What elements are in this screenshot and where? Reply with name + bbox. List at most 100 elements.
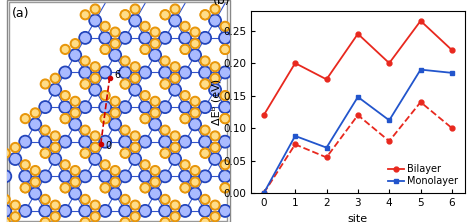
Circle shape (150, 27, 160, 37)
Circle shape (199, 101, 211, 113)
Circle shape (212, 214, 218, 220)
Circle shape (199, 170, 211, 182)
Circle shape (179, 101, 191, 113)
Circle shape (10, 212, 20, 222)
Circle shape (189, 118, 201, 131)
Circle shape (182, 116, 188, 121)
Circle shape (82, 220, 88, 222)
Circle shape (121, 206, 129, 215)
Circle shape (91, 85, 100, 94)
Circle shape (119, 66, 131, 79)
Circle shape (152, 168, 158, 173)
Circle shape (80, 79, 90, 89)
Circle shape (30, 166, 40, 175)
Circle shape (180, 91, 190, 100)
Circle shape (63, 185, 68, 191)
Circle shape (161, 206, 170, 215)
Circle shape (220, 22, 230, 31)
Circle shape (110, 166, 120, 175)
Circle shape (91, 131, 100, 141)
Circle shape (100, 114, 110, 123)
Circle shape (19, 205, 31, 217)
Circle shape (220, 137, 229, 146)
Circle shape (171, 16, 180, 25)
Circle shape (222, 185, 228, 191)
Circle shape (129, 153, 141, 165)
Circle shape (101, 172, 109, 181)
Circle shape (61, 103, 70, 111)
Circle shape (220, 114, 230, 123)
Circle shape (130, 200, 140, 210)
Circle shape (142, 116, 148, 121)
Circle shape (222, 93, 228, 98)
Circle shape (190, 177, 200, 187)
Circle shape (160, 56, 170, 66)
Circle shape (169, 83, 182, 96)
Circle shape (142, 24, 148, 29)
Circle shape (202, 81, 208, 87)
Circle shape (161, 34, 170, 42)
Circle shape (121, 103, 129, 111)
Circle shape (109, 49, 121, 61)
Circle shape (171, 155, 180, 163)
Circle shape (212, 133, 218, 139)
Circle shape (220, 114, 230, 123)
Circle shape (120, 79, 130, 89)
Circle shape (192, 168, 198, 173)
Circle shape (200, 125, 210, 135)
Circle shape (121, 68, 129, 77)
Circle shape (0, 218, 10, 222)
Circle shape (70, 108, 80, 118)
Circle shape (190, 27, 200, 37)
Circle shape (60, 114, 70, 123)
Circle shape (190, 39, 200, 49)
Circle shape (0, 218, 10, 222)
Circle shape (82, 58, 88, 64)
Circle shape (180, 45, 190, 54)
Circle shape (160, 10, 170, 20)
Circle shape (102, 47, 108, 52)
Circle shape (79, 170, 91, 182)
Circle shape (201, 206, 210, 215)
Circle shape (150, 39, 160, 49)
Circle shape (99, 101, 111, 113)
Circle shape (161, 103, 170, 111)
Circle shape (162, 58, 168, 64)
Circle shape (192, 110, 198, 116)
Circle shape (170, 200, 180, 210)
Circle shape (41, 206, 50, 215)
Bilayer (324, 78, 329, 81)
Circle shape (180, 114, 190, 123)
Circle shape (220, 160, 230, 170)
Circle shape (220, 68, 229, 77)
Circle shape (122, 58, 128, 64)
Circle shape (61, 137, 70, 146)
Circle shape (100, 22, 110, 31)
Circle shape (50, 200, 60, 210)
Circle shape (219, 32, 231, 44)
Circle shape (181, 137, 190, 146)
Circle shape (102, 185, 108, 191)
Circle shape (40, 125, 50, 135)
Circle shape (172, 202, 178, 208)
Circle shape (199, 66, 211, 79)
Monolayer (261, 192, 266, 194)
Circle shape (202, 196, 208, 202)
Circle shape (120, 148, 130, 158)
Circle shape (60, 91, 70, 100)
Circle shape (130, 143, 140, 152)
Circle shape (222, 116, 228, 121)
Circle shape (159, 205, 171, 217)
Circle shape (139, 32, 151, 44)
Circle shape (141, 34, 150, 42)
Circle shape (80, 148, 90, 158)
Circle shape (120, 10, 130, 20)
Circle shape (179, 205, 191, 217)
Circle shape (151, 51, 160, 60)
Circle shape (100, 183, 110, 193)
Circle shape (101, 137, 109, 146)
Circle shape (61, 206, 70, 215)
Circle shape (162, 127, 168, 133)
Circle shape (10, 200, 20, 210)
Circle shape (101, 103, 109, 111)
